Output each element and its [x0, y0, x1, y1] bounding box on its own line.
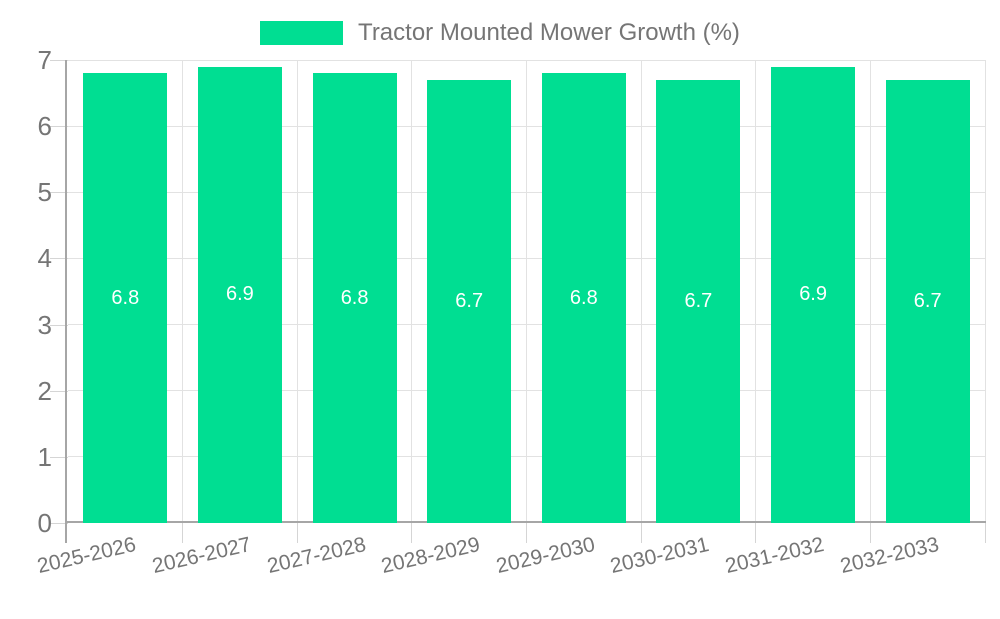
bar[interactable]: 6.8: [541, 73, 626, 523]
x-axis-tick: [640, 523, 642, 543]
y-axis-label: 2: [37, 375, 52, 406]
x-axis-tick: [411, 523, 413, 543]
v-gridline: [411, 60, 413, 523]
y-axis-label: 5: [37, 177, 52, 208]
bar[interactable]: 6.7: [427, 79, 512, 523]
bar-value-label: 6.9: [799, 283, 827, 306]
x-axis-tick: [755, 523, 757, 543]
v-gridline: [640, 60, 642, 523]
bar[interactable]: 6.8: [312, 73, 397, 523]
y-axis-tick: [50, 523, 68, 524]
x-axis-line: [65, 521, 986, 523]
y-axis-label: 0: [37, 508, 52, 538]
v-gridline: [182, 60, 184, 523]
bar[interactable]: 6.7: [885, 79, 970, 523]
y-axis-label: 7: [37, 45, 52, 75]
bar-value-label: 6.8: [111, 286, 140, 309]
y-axis-line: [65, 60, 67, 543]
x-axis-tick: [526, 523, 527, 543]
y-axis-label: 4: [37, 243, 52, 274]
y-axis-tick: [50, 258, 68, 260]
y-axis-label: 1: [37, 441, 52, 472]
plot-area: 0 1 2 3 4 5 6 7 6.8 2025-2026 6.9 2026-2027 6.8 2027-…: [35, 45, 986, 578]
y-axis-label: 3: [37, 309, 52, 340]
y-axis-tick: [50, 192, 68, 194]
x-axis-tick: [296, 523, 298, 543]
y-axis-tick: [50, 456, 68, 458]
x-axis-tick: [182, 523, 184, 543]
bar[interactable]: 6.9: [771, 66, 856, 523]
v-gridline: [869, 60, 871, 523]
bar-value-label: 6.7: [455, 289, 484, 312]
v-gridline: [526, 60, 527, 523]
bar[interactable]: 6.9: [197, 66, 282, 523]
bar-value-label: 6.9: [225, 283, 254, 306]
chart-legend[interactable]: Tractor Mounted Mower Growth (%): [0, 19, 1000, 47]
y-axis-tick: [50, 126, 68, 128]
x-axis-tick: [984, 523, 986, 543]
bar-value-label: 6.8: [569, 286, 598, 309]
chart-canvas: Tractor Mounted Mower Growth (%) 0 1 2 3 4 5 6…: [0, 19, 1000, 579]
legend-swatch-icon: [260, 21, 344, 45]
bar[interactable]: 6.7: [656, 79, 741, 523]
bar[interactable]: 6.8: [83, 73, 168, 523]
bar-value-label: 6.8: [340, 286, 369, 309]
y-axis-tick: [50, 390, 68, 392]
y-axis-tick: [50, 324, 68, 326]
y-axis-tick: [50, 60, 68, 61]
x-axis-tick: [869, 523, 871, 543]
v-gridline: [296, 60, 298, 523]
bar-value-label: 6.7: [684, 289, 713, 312]
y-axis-label: 6: [37, 111, 52, 142]
v-gridline: [984, 60, 986, 523]
v-gridline: [755, 60, 757, 523]
bar-value-label: 6.7: [913, 289, 942, 312]
legend-label: Tractor Mounted Mower Growth (%): [358, 19, 740, 46]
